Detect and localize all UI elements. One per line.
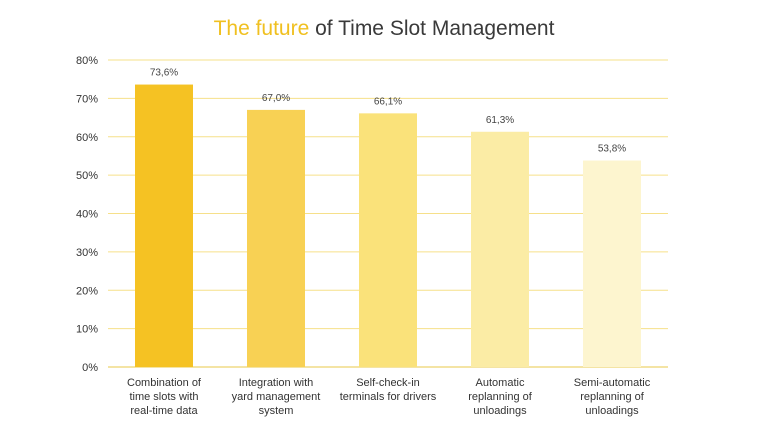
x-category-label: unloadings — [585, 405, 639, 417]
x-category-label: time slots with — [129, 391, 198, 403]
x-category-label: Semi-automatic — [574, 377, 651, 389]
x-category-label: unloadings — [473, 405, 527, 417]
bar — [471, 131, 529, 367]
data-label: 61,3% — [486, 115, 514, 126]
y-tick-label: 50% — [76, 170, 98, 182]
bar — [583, 160, 641, 367]
bar — [135, 84, 193, 367]
x-category-label: yard management — [232, 391, 321, 403]
y-tick-label: 60% — [76, 132, 98, 144]
x-category-label: Combination of — [127, 377, 202, 389]
y-tick-label: 70% — [76, 93, 98, 105]
chart-title: The future of Time Slot Management — [0, 17, 768, 41]
bar — [247, 109, 305, 367]
y-tick-label: 10% — [76, 324, 98, 336]
chart-title-accent: The future — [213, 17, 310, 40]
x-category-label: terminals for drivers — [340, 391, 437, 403]
y-tick-label: 0% — [82, 362, 98, 374]
bar — [359, 113, 417, 367]
data-label: 67,0% — [262, 93, 290, 104]
x-category-label: Integration with — [239, 377, 314, 389]
x-category-label: Self-check-in — [356, 377, 420, 389]
x-category-label: replanning of — [468, 391, 533, 403]
chart-title-rest: of Time Slot Management — [309, 17, 555, 40]
y-tick-label: 30% — [76, 247, 98, 259]
x-category-label: system — [259, 405, 294, 417]
data-labels: 73,6% 67,0% 66,1% 61,3% 53,8% — [150, 68, 626, 155]
x-category-label: real-time data — [130, 405, 198, 417]
x-category-label: Automatic — [476, 377, 525, 389]
y-tick-label: 80% — [76, 55, 98, 67]
x-axis-labels: Combination of time slots with real-time d… — [127, 377, 651, 417]
y-axis-ticks: 0% 10% 20% 30% 40% 50% 60% 70% 80% — [76, 55, 98, 374]
data-label: 73,6% — [150, 68, 178, 79]
bars — [135, 84, 641, 367]
data-label: 66,1% — [374, 96, 402, 107]
y-tick-label: 20% — [76, 285, 98, 297]
x-category-label: replanning of — [580, 391, 645, 403]
data-label: 53,8% — [598, 144, 626, 155]
y-tick-label: 40% — [76, 209, 98, 221]
